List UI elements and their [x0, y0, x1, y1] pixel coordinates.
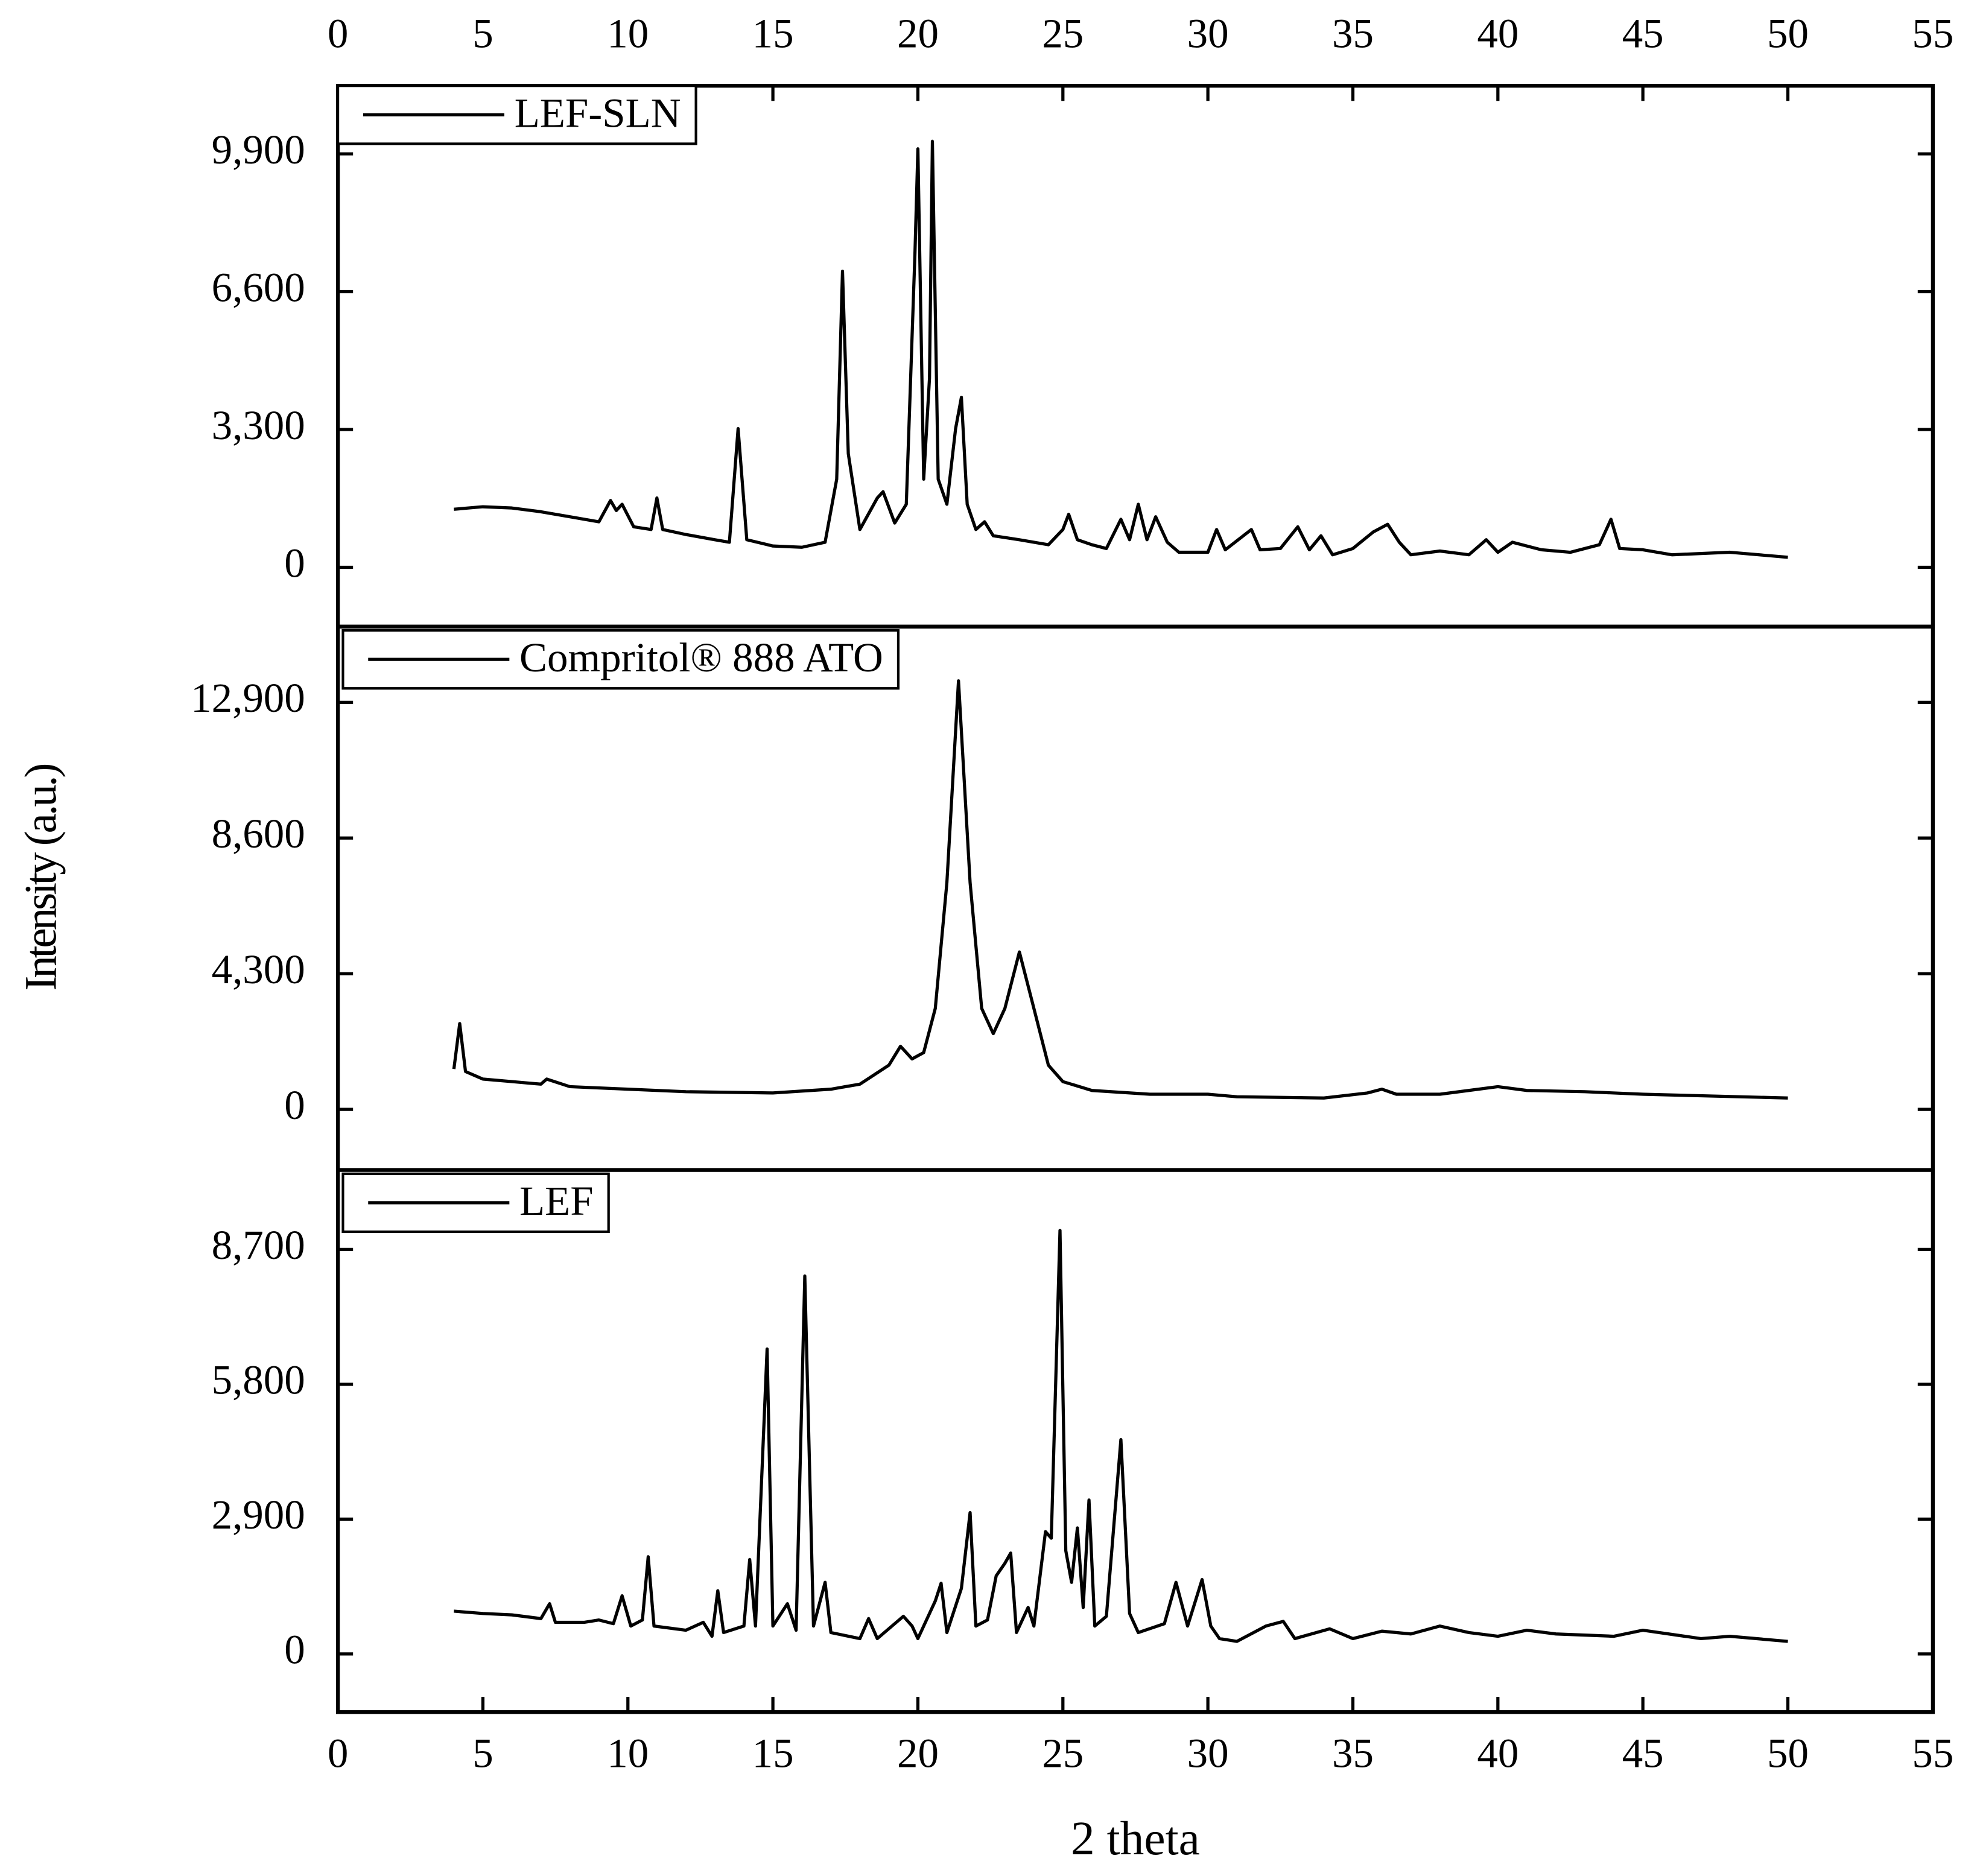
legend-box: [341, 629, 900, 690]
x-tick-label: 0: [328, 1730, 348, 1776]
y-axis-label: Intensity (a.u.): [16, 765, 66, 991]
y-tick-label: 4,300: [212, 946, 305, 992]
x-tick-label: 45: [1622, 1730, 1664, 1776]
x-tick-label: 15: [752, 11, 794, 57]
legend-label: LEF: [519, 1178, 594, 1224]
x-tick-label: 20: [897, 11, 939, 57]
data-line: [454, 1229, 1788, 1643]
y-tick-label: 8,600: [212, 811, 305, 857]
plot-frame: [335, 1168, 1935, 1714]
x-tick-label: 40: [1477, 1730, 1518, 1776]
x-tick-label: 50: [1767, 11, 1809, 57]
legend-label: Compritol® 888 ATO: [519, 635, 883, 680]
y-tick-label: 3,300: [212, 402, 305, 448]
x-tick-label: 0: [328, 11, 348, 57]
y-tick-label: 2,900: [212, 1492, 305, 1538]
y-tick-label: 0: [284, 1627, 305, 1673]
x-tick-label: 35: [1332, 1730, 1374, 1776]
x-tick-label: 35: [1332, 11, 1374, 57]
x-tick-label: 15: [752, 1730, 794, 1776]
x-tick-label: 55: [1912, 11, 1953, 57]
y-tick-label: 6,600: [212, 264, 305, 310]
data-line: [452, 679, 1788, 1100]
y-tick-label: 0: [284, 1082, 305, 1128]
x-tick-label: 20: [897, 1730, 939, 1776]
x-tick-label: 25: [1042, 1730, 1084, 1776]
data-line: [454, 139, 1788, 559]
x-tick-label: 55: [1912, 1730, 1953, 1776]
x-tick-label: 5: [472, 11, 493, 57]
legend-label: LEF-SLN: [515, 90, 681, 136]
y-tick-label: 8,700: [212, 1222, 305, 1268]
x-tick-label: 5: [472, 1730, 493, 1776]
plot-frame: [335, 84, 1935, 629]
x-tick-label: 30: [1187, 1730, 1229, 1776]
x-tick-label: 50: [1767, 1730, 1809, 1776]
y-tick-label: 5,800: [212, 1357, 305, 1403]
y-tick-label: 0: [284, 540, 305, 586]
x-axis-label: 2 theta: [1071, 1812, 1200, 1865]
x-tick-label: 25: [1042, 11, 1084, 57]
x-tick-label: 40: [1477, 11, 1518, 57]
x-tick-label: 10: [607, 1730, 649, 1776]
x-tick-label: 30: [1187, 11, 1229, 57]
x-tick-label: 45: [1622, 11, 1664, 57]
y-tick-label: 9,900: [212, 127, 305, 173]
x-tick-label: 10: [607, 11, 649, 57]
y-tick-label: 12,900: [191, 675, 305, 721]
